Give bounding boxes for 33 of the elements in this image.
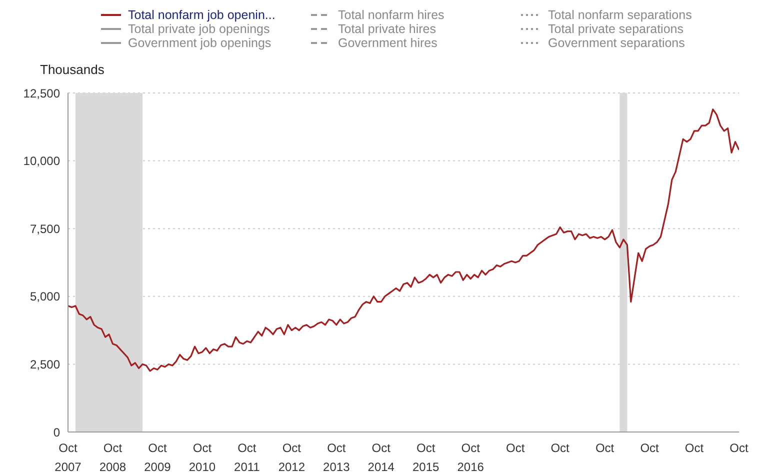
legend-label: Total nonfarm separations bbox=[547, 8, 693, 22]
x-tick-label: Oct 2014 bbox=[368, 441, 395, 474]
x-tick-label: Oct 2009 bbox=[144, 441, 172, 474]
x-tick-label: Oct 2010 bbox=[188, 441, 216, 474]
y-tick-label: 7,500 bbox=[30, 222, 60, 236]
legend-label: Government job openings bbox=[127, 36, 272, 50]
y-tick-label: 12,500 bbox=[23, 86, 60, 100]
x-tick-label: Oct bbox=[550, 441, 570, 455]
legend-label: Government separations bbox=[547, 36, 686, 50]
y-tick-label: 0 bbox=[53, 425, 60, 440]
legend-label: Total nonfarm hires bbox=[337, 8, 446, 22]
x-tick-label: Oct bbox=[595, 441, 615, 455]
legend-label: Total private hires bbox=[337, 22, 437, 36]
y-tick-label: 5,000 bbox=[30, 290, 60, 304]
legend-label: Total nonfarm job openin... bbox=[127, 8, 276, 22]
legend-label: Total private job openings bbox=[127, 22, 271, 36]
x-tick-label: Oct 2013 bbox=[323, 441, 350, 474]
x-tick-label: Oct 2016 bbox=[457, 441, 484, 474]
x-tick-label: Oct 2015 bbox=[412, 441, 440, 474]
legend-label: Government hires bbox=[337, 36, 438, 50]
x-tick-label: Oct 2011 bbox=[234, 441, 260, 474]
x-tick-label: Oct bbox=[684, 441, 704, 455]
y-axis-title: Thousands bbox=[40, 62, 104, 77]
x-tick-label: Oct 2012 bbox=[278, 441, 306, 474]
legend-label: Total private separations bbox=[547, 22, 684, 36]
x-tick-label: Oct bbox=[640, 441, 660, 455]
line-series bbox=[68, 108, 739, 372]
x-tick-label: Oct bbox=[506, 441, 526, 455]
x-tick-label: Oct 2007 bbox=[54, 441, 82, 474]
y-tick-label: 10,000 bbox=[23, 154, 60, 168]
x-tick-label: Oct bbox=[730, 441, 749, 455]
x-tick-label: Oct 2008 bbox=[99, 441, 126, 474]
y-tick-label: 2,500 bbox=[30, 357, 60, 372]
